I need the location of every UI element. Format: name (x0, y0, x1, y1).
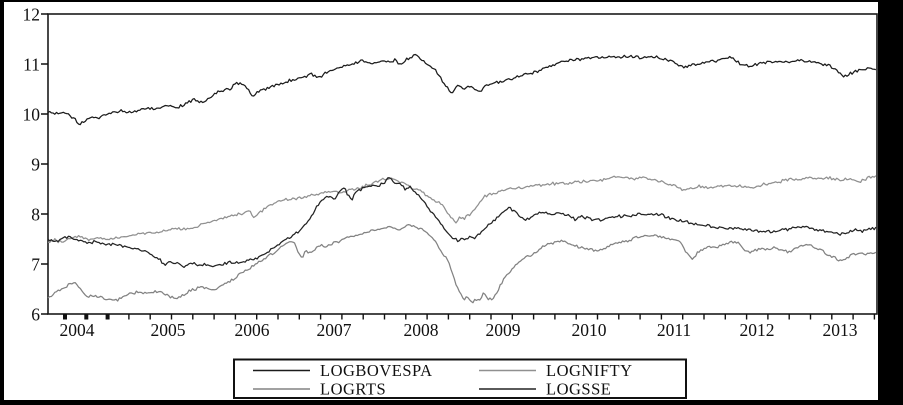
x-tick-label: 2011 (657, 320, 691, 340)
x-tick-label: 2009 (486, 320, 521, 340)
y-tick-label: 11 (23, 55, 40, 75)
series-line-lognifty (47, 175, 877, 244)
x-tick-label: 2013 (823, 320, 858, 340)
legend-box (233, 358, 687, 399)
x-tick-label: 2008 (404, 320, 439, 340)
y-tick-label: 6 (31, 305, 40, 325)
y-tick-label: 12 (23, 5, 41, 25)
x-tick-label: 2004 (60, 320, 95, 340)
y-tick-label: 9 (31, 155, 40, 175)
legend-label-logbovespa: LOGBOVESPA (320, 361, 433, 380)
series-line-logbovespa (47, 53, 877, 126)
legend-label-logsse: LOGSSE (546, 380, 611, 399)
y-tick-label: 10 (23, 105, 41, 125)
x-tick-label: 2006 (235, 320, 270, 340)
x-tick-label: 2012 (740, 320, 775, 340)
series-line-logrts (47, 223, 877, 304)
series-line-logsse (47, 177, 877, 269)
x-tick-label: 2007 (317, 320, 352, 340)
y-tick-label: 8 (31, 205, 40, 225)
legend-label-logrts: LOGRTS (320, 380, 386, 399)
y-tick-label: 7 (31, 255, 40, 275)
x-tick-label: 2010 (572, 320, 607, 340)
legend-label-lognifty: LOGNIFTY (546, 361, 633, 380)
x-tick-label: 2005 (151, 320, 186, 340)
plot-area (41, 13, 878, 399)
chart-paper (4, 2, 878, 400)
